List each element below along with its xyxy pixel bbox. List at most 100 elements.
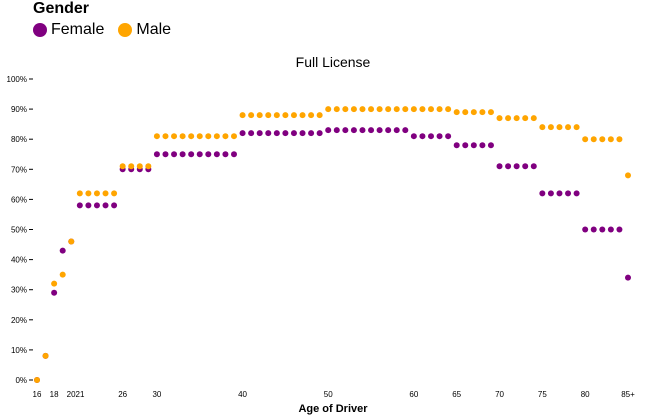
data-point-male[interactable] [145,163,152,170]
data-point-female[interactable] [513,163,520,170]
legend-item-male[interactable]: Male [118,21,171,39]
data-point-female[interactable] [59,247,66,254]
data-point-male[interactable] [530,115,537,122]
data-point-female[interactable] [599,226,606,233]
data-point-female[interactable] [51,289,58,296]
data-point-male[interactable] [487,109,494,116]
data-point-male[interactable] [368,106,375,113]
data-point-female[interactable] [573,190,580,197]
data-point-male[interactable] [539,124,546,131]
data-point-male[interactable] [136,163,143,170]
data-point-female[interactable] [299,130,306,137]
data-point-female[interactable] [419,133,426,140]
data-point-male[interactable] [342,106,349,113]
data-point-female[interactable] [188,151,195,158]
data-point-female[interactable] [93,202,100,209]
data-point-female[interactable] [376,127,383,134]
data-point-male[interactable] [402,106,409,113]
data-point-male[interactable] [205,133,212,140]
data-point-female[interactable] [530,163,537,170]
data-point-male[interactable] [573,124,580,131]
data-point-male[interactable] [213,133,220,140]
data-point-female[interactable] [616,226,623,233]
data-point-male[interactable] [111,190,118,197]
data-point-female[interactable] [385,127,392,134]
data-point-male[interactable] [42,352,49,359]
data-point-female[interactable] [248,130,255,137]
data-point-female[interactable] [350,127,357,134]
data-point-male[interactable] [308,112,315,119]
data-point-female[interactable] [582,226,589,233]
data-point-female[interactable] [522,163,529,170]
data-point-male[interactable] [479,109,486,116]
data-point-female[interactable] [179,151,186,158]
data-point-female[interactable] [505,163,512,170]
data-point-male[interactable] [299,112,306,119]
data-point-female[interactable] [607,226,614,233]
data-point-male[interactable] [153,133,160,140]
data-point-male[interactable] [188,133,195,140]
data-point-male[interactable] [436,106,443,113]
data-point-male[interactable] [513,115,520,122]
data-point-female[interactable] [102,202,109,209]
data-point-female[interactable] [445,133,452,140]
data-point-female[interactable] [239,130,246,137]
data-point-male[interactable] [350,106,357,113]
data-point-male[interactable] [265,112,272,119]
data-point-female[interactable] [470,142,477,149]
data-point-female[interactable] [325,127,332,134]
data-point-male[interactable] [333,106,340,113]
legend-item-female[interactable]: Female [33,21,104,39]
data-point-female[interactable] [196,151,203,158]
data-point-female[interactable] [625,274,631,281]
data-point-male[interactable] [248,112,255,119]
data-point-male[interactable] [162,133,169,140]
data-point-male[interactable] [196,133,203,140]
data-point-male[interactable] [393,106,400,113]
data-point-female[interactable] [410,133,417,140]
data-point-male[interactable] [590,136,597,143]
data-point-male[interactable] [428,106,434,113]
data-point-female[interactable] [556,190,563,197]
data-point-male[interactable] [505,115,512,122]
data-point-male[interactable] [325,106,332,113]
data-point-female[interactable] [308,130,315,137]
data-point-female[interactable] [393,127,400,134]
data-point-female[interactable] [479,142,486,149]
data-point-male[interactable] [34,377,40,383]
data-point-female[interactable] [85,202,92,209]
data-point-male[interactable] [256,112,263,119]
data-point-female[interactable] [333,127,340,134]
data-point-female[interactable] [290,130,297,137]
data-point-female[interactable] [222,151,229,158]
data-point-female[interactable] [496,163,503,170]
data-point-female[interactable] [539,190,546,197]
data-point-female[interactable] [590,226,597,233]
data-point-female[interactable] [231,151,237,158]
data-point-male[interactable] [556,124,563,131]
data-point-female[interactable] [368,127,375,134]
data-point-male[interactable] [359,106,366,113]
data-point-male[interactable] [68,238,75,245]
data-point-male[interactable] [445,106,452,113]
data-point-female[interactable] [402,127,409,134]
data-point-male[interactable] [51,280,58,287]
data-point-male[interactable] [625,172,631,179]
data-point-female[interactable] [153,151,160,158]
data-point-female[interactable] [171,151,178,158]
data-point-female[interactable] [547,190,554,197]
data-point-male[interactable] [128,163,135,170]
data-point-male[interactable] [410,106,417,113]
data-point-male[interactable] [565,124,572,131]
data-point-female[interactable] [342,127,349,134]
data-point-male[interactable] [453,109,460,116]
data-point-male[interactable] [76,190,83,197]
data-point-female[interactable] [282,130,289,137]
data-point-female[interactable] [76,202,83,209]
data-point-male[interactable] [470,109,477,116]
data-point-male[interactable] [171,133,178,140]
data-point-male[interactable] [119,163,126,170]
data-point-female[interactable] [162,151,169,158]
data-point-female[interactable] [273,130,280,137]
data-point-female[interactable] [256,130,263,137]
